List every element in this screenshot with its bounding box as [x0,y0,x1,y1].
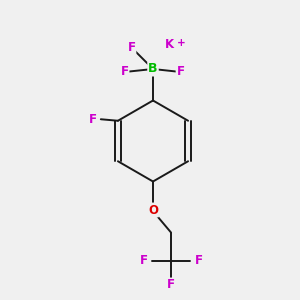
Text: F: F [195,254,203,268]
Text: F: F [167,278,175,292]
Text: F: F [128,41,135,54]
Text: F: F [88,113,96,126]
Text: K: K [165,38,174,52]
Text: F: F [177,65,184,79]
Text: B: B [148,62,158,76]
Text: +: + [176,38,185,48]
Text: F: F [121,65,128,79]
Text: F: F [140,254,147,268]
Text: O: O [148,203,158,217]
